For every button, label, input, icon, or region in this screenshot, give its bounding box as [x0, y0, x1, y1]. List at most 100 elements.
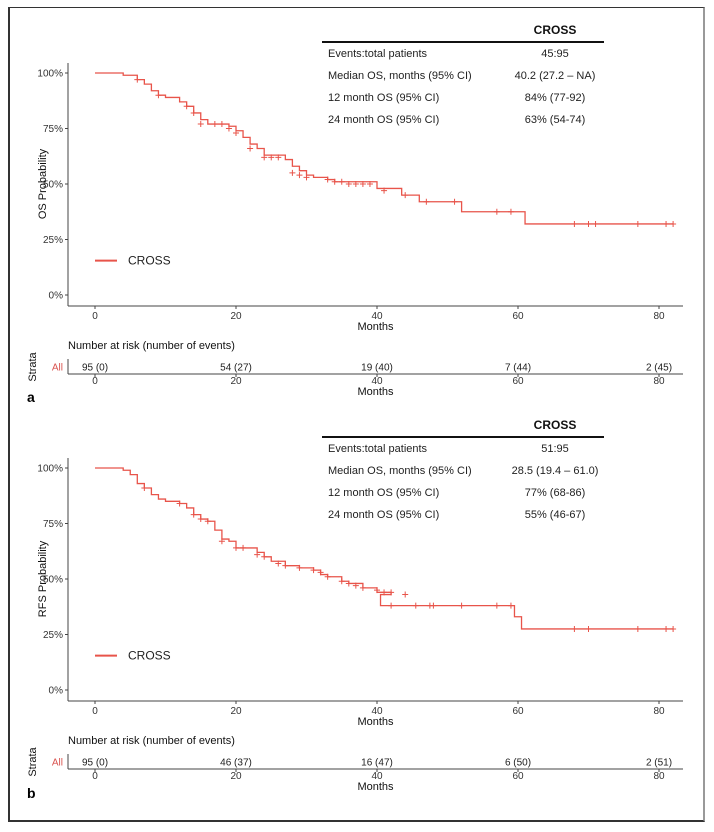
panel-a-censor-mark — [352, 181, 359, 187]
panel-b-censor-mark — [218, 538, 225, 545]
panel-b-y-axis-label: RFS Probability — [37, 540, 49, 617]
panel-a-censor-mark — [585, 220, 592, 227]
panel-a-risk-table-title: Number at risk (number of events) — [68, 340, 235, 352]
panel-b-censor-mark — [197, 516, 204, 523]
panel-b-censor-mark — [402, 591, 409, 598]
panel-b-x-tick-label: 60 — [512, 706, 524, 717]
panel-a-risk-x-axis-label: Months — [357, 386, 394, 398]
panel-a-risk-value: 2 (45) — [646, 363, 672, 374]
panel-b-summary-row-label: Events:total patients — [328, 443, 428, 455]
panel-a-censor-mark — [331, 178, 338, 185]
panel-a-risk-tick-label: 0 — [92, 376, 98, 387]
panel-a-y-tick-label: 25% — [43, 235, 63, 246]
panel-b-strata-label: Strata — [27, 746, 39, 776]
panel-a-censor-mark — [359, 181, 366, 187]
panel-a-risk-tick-label: 20 — [230, 376, 242, 387]
panel-a-panel-label: a — [27, 389, 35, 405]
panel-a-censor-mark — [261, 154, 268, 161]
panel-a-strata-row-label: All — [52, 363, 63, 374]
panel-b-risk-value: 95 (0) — [82, 758, 108, 769]
panel-b-censor-mark — [493, 602, 500, 609]
panel-b-panel-label: b — [27, 785, 36, 801]
panel-a-summary-row-label: Events:total patients — [328, 48, 428, 60]
panel-a-censor-mark — [592, 220, 599, 227]
panel-b-risk-tick-label: 80 — [653, 771, 665, 782]
panel-b-y-tick-label: 100% — [37, 464, 63, 475]
panel-b-censor-mark — [663, 625, 670, 632]
panel-b-censor-mark — [359, 584, 366, 591]
panel-a-censor-mark — [197, 121, 204, 128]
panel-b-censor-mark — [282, 562, 289, 569]
panel-a-legend-label: CROSS — [128, 254, 171, 268]
panel-b-censor-mark — [261, 553, 268, 560]
panel-a-summary-row-value: 45:95 — [541, 48, 569, 60]
panel-b-censor-mark — [233, 544, 239, 551]
panel-b-y-tick-label: 0% — [49, 686, 64, 697]
panel-b-summary-row-value: 55% (46-67) — [525, 509, 586, 521]
panel-b-summary-row-value: 28.5 (19.4 – 61.0) — [512, 465, 599, 477]
panel-a-censor-mark — [134, 76, 141, 83]
panel-b-x-tick-label: 80 — [653, 706, 665, 717]
panel-b-legend-label: CROSS — [128, 649, 171, 663]
panel-a-censor-mark — [183, 103, 190, 110]
panel-a-risk-tick-label: 40 — [371, 376, 383, 387]
panel-b-censor-mark — [381, 589, 388, 596]
panel-b-summary-row-value: 77% (68-86) — [525, 487, 586, 499]
panel-a-censor-mark — [303, 174, 310, 181]
panel-b-censor-mark — [507, 602, 514, 609]
panel-a-y-axis-label: OS Probability — [37, 148, 49, 219]
panel-a-censor-mark — [218, 121, 225, 128]
panel-a-x-tick-label: 0 — [92, 311, 98, 322]
panel-a-censor-mark — [155, 92, 162, 99]
panel-a-censor-mark — [634, 220, 641, 227]
panel-b-censor-mark — [571, 625, 578, 632]
panel-a-x-tick-label: 20 — [230, 311, 242, 322]
panel-a-summary-row-label: Median OS, months (95% CI) — [328, 70, 472, 82]
panel-a-censor-mark — [289, 169, 296, 176]
panel-a-x-tick-label: 80 — [653, 311, 665, 322]
panel-a-censor-mark — [296, 172, 303, 179]
figure-frame — [8, 7, 705, 822]
panel-b-censor-mark — [634, 625, 641, 632]
panel-a-y-tick-label: 75% — [43, 124, 63, 135]
panel-a-summary-row-value: 40.2 (27.2 – NA) — [515, 70, 596, 82]
panel-b-censor-mark — [388, 589, 395, 596]
panel-b-risk-value: 2 (51) — [646, 758, 672, 769]
panel-b-censor-mark — [310, 567, 317, 574]
panel-a-censor-mark — [571, 220, 578, 227]
panel-a-censor-mark — [233, 129, 239, 136]
panel-a-censor-mark — [366, 181, 373, 187]
panel-b-risk-value: 16 (47) — [361, 758, 393, 769]
panel-b-censor-mark — [338, 578, 345, 585]
panel-a-censor-mark — [338, 178, 345, 185]
panel-b-y-tick-label: 50% — [43, 575, 63, 586]
panel-a-x-tick-label: 60 — [512, 311, 524, 322]
panel-b-y-tick-label: 25% — [43, 630, 63, 641]
panel-a-risk-tick-label: 80 — [653, 376, 665, 387]
panel-a-censor-mark — [324, 176, 331, 183]
panel-b-censor-mark — [352, 582, 359, 589]
panel-b-censor-mark — [670, 625, 677, 632]
panel-b-risk-tick-label: 20 — [230, 771, 242, 782]
panel-b-censor-mark — [176, 500, 183, 507]
panel-a-censor-mark — [211, 121, 218, 128]
panel-b-censor-mark — [585, 625, 592, 632]
panel-a-censor-mark — [451, 198, 458, 205]
panel-b-x-axis-label: Months — [357, 716, 394, 728]
panel-a-summary-row-label: 12 month OS (95% CI) — [328, 92, 439, 104]
panel-b-summary-row-label: 12 month OS (95% CI) — [328, 487, 439, 499]
panel-a-risk-value: 95 (0) — [82, 363, 108, 374]
panel-b-risk-tick-label: 40 — [371, 771, 383, 782]
panel-a-censor-mark — [345, 181, 352, 187]
panel-b-censor-mark — [374, 587, 380, 594]
panel-b-censor-mark — [430, 602, 437, 609]
panel-b-censor-mark — [317, 569, 324, 576]
panel-b-x-tick-label: 40 — [371, 706, 383, 717]
panel-a-y-tick-label: 50% — [43, 180, 63, 191]
panel-b-censor-mark — [190, 511, 197, 518]
panel-a-strata-label: Strata — [27, 351, 39, 381]
panel-a-censor-mark — [190, 109, 197, 116]
panel-b-risk-tick-label: 60 — [512, 771, 524, 782]
panel-a-y-tick-label: 100% — [37, 69, 63, 80]
panel-b-risk-table-title: Number at risk (number of events) — [68, 735, 235, 747]
